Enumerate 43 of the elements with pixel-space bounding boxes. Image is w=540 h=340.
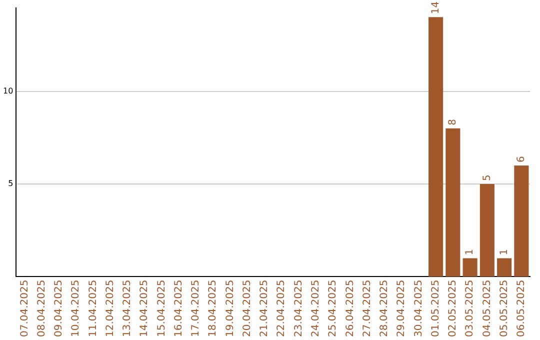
- bar: [497, 258, 512, 277]
- x-tick-label: 29.04.2025: [396, 280, 408, 338]
- x-tick-label: 16.04.2025: [173, 280, 184, 338]
- x-tick-label: 22.04.2025: [276, 280, 288, 338]
- bar: [462, 258, 478, 277]
- x-tick-label: 28.04.2025: [379, 280, 390, 338]
- x-tick-label: 15.04.2025: [156, 280, 168, 338]
- x-tick-label: 17.04.2025: [190, 280, 202, 338]
- x-tick-label: 18.04.2025: [208, 280, 219, 338]
- x-tick-label: 06.05.2025: [516, 280, 528, 338]
- data-label: 1: [464, 248, 476, 256]
- bar: [480, 184, 494, 277]
- data-label: 5: [482, 174, 493, 182]
- x-tick-label: 20.04.2025: [242, 280, 253, 338]
- x-tick-label: 25.04.2025: [328, 280, 339, 338]
- x-tick-label: 23.04.2025: [293, 280, 304, 338]
- x-tick-label: 05.05.2025: [498, 280, 510, 338]
- x-tick-label: 26.04.2025: [344, 280, 356, 338]
- x-tick-label: 11.04.2025: [88, 280, 99, 338]
- x-tick-label: 27.04.2025: [362, 280, 373, 338]
- data-label: 8: [448, 118, 459, 126]
- x-tick-label: 30.04.2025: [413, 280, 424, 338]
- bar: [446, 128, 460, 277]
- x-tick-label: 19.04.2025: [224, 280, 236, 338]
- y-tick-label: 10: [2, 86, 14, 96]
- x-tick-label: 12.04.2025: [104, 280, 116, 338]
- x-tick-label: 04.05.2025: [482, 280, 493, 338]
- x-tick-label: 09.04.2025: [54, 280, 65, 338]
- x-tick-label: 13.04.2025: [122, 280, 134, 338]
- x-tick-label: 21.04.2025: [259, 280, 270, 338]
- bar: [514, 165, 529, 277]
- x-tick-label: 10.04.2025: [70, 280, 82, 338]
- bar: [428, 17, 444, 277]
- x-tick-label: 03.05.2025: [464, 280, 476, 338]
- data-label: 6: [516, 156, 528, 162]
- x-tick-label: 08.04.2025: [36, 280, 48, 338]
- x-tick-label: 24.04.2025: [310, 280, 322, 338]
- x-tick-label: 01.05.2025: [430, 280, 442, 338]
- x-tick-label: 14.04.2025: [139, 280, 150, 338]
- data-label: 14: [430, 1, 442, 14]
- data-label: 1: [498, 248, 510, 256]
- x-tick-label: 02.05.2025: [448, 280, 459, 338]
- x-tick-label: 07.04.2025: [19, 280, 30, 338]
